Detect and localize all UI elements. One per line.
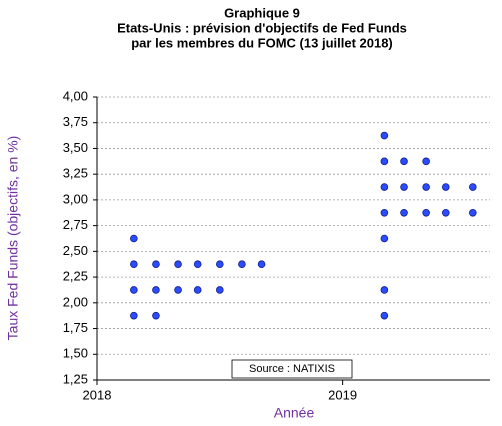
annotation-box [231,359,353,379]
y-axis-label: Taux Fed Funds (objectifs, en %) [5,136,21,341]
dot [152,286,160,294]
y-tick-label: 3,00 [63,191,88,206]
dot [174,286,182,294]
annotation: Source : NATIXIS [249,363,335,375]
dot [380,208,389,217]
dot [469,183,477,191]
dot [257,260,266,269]
y-tick-label: 2,00 [63,294,88,309]
dot [441,183,450,191]
chart-title: par les membres du FOMC (13 juillet 2018… [131,35,393,50]
dot [130,286,138,294]
dot [130,260,138,269]
dot [130,311,138,320]
y-tick-label: 3,25 [63,166,88,181]
chart-title: Graphique 9 [224,5,300,20]
dot [380,234,389,243]
y-tick-label: 3,50 [63,140,88,155]
y-tick-label: 2,75 [63,217,88,232]
dot [216,260,224,269]
dot [400,183,408,191]
y-tick-label: 1,75 [63,320,88,335]
chart-title: Etats-Unis : prévision d'objectifs de Fe… [117,20,407,35]
dot [193,260,202,269]
dot [152,260,160,269]
dot [216,286,224,294]
y-tick-label: 3,75 [63,114,88,129]
dot [422,183,430,191]
y-tick-label: 2,50 [63,243,88,258]
x-tick-label: 2018 [83,387,112,402]
y-tick-label: 1,50 [63,346,88,361]
dot [130,234,138,243]
dot [469,208,477,217]
dot [422,208,430,217]
dot [380,157,389,166]
x-axis-label: Année [274,405,315,421]
dot [238,260,246,269]
y-tick-label: 2,25 [63,269,88,284]
dot [380,131,389,140]
dot [380,311,389,320]
dot [441,208,450,217]
y-tick-label: 4,00 [63,88,88,103]
dot [193,286,202,294]
dot [400,208,408,217]
dot [380,286,389,294]
dot [152,311,160,320]
x-tick-label: 2019 [328,387,357,402]
dot [174,260,182,269]
dot [422,157,430,166]
dot [400,157,408,166]
y-tick-label: 1,25 [63,371,88,386]
dot [380,183,389,191]
